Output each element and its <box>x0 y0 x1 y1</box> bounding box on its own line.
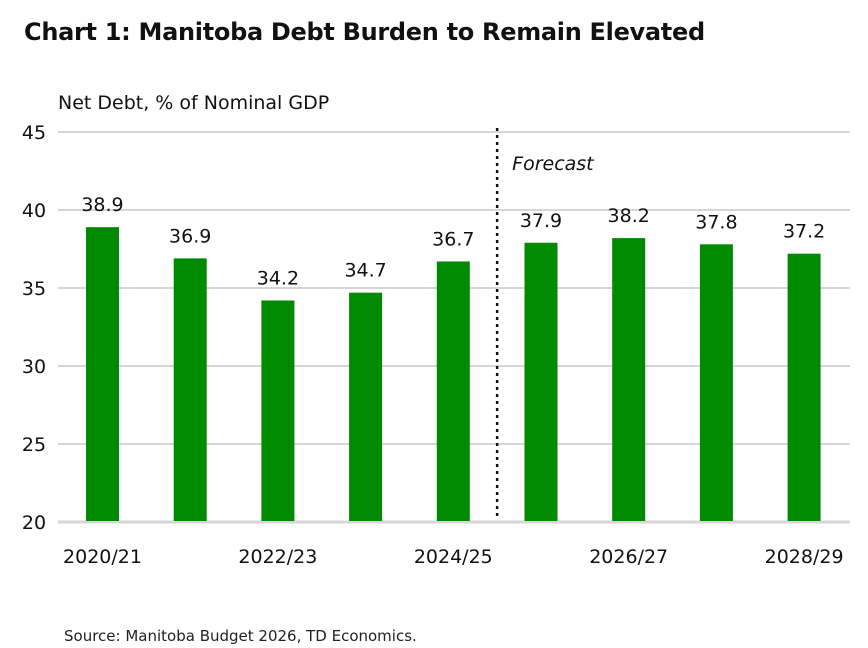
y-tick-label: 45 <box>22 122 46 144</box>
data-label: 36.9 <box>169 225 211 247</box>
data-label: 38.9 <box>81 194 123 216</box>
y-tick-label: 40 <box>22 200 46 222</box>
x-tick-label: 2022/23 <box>238 546 317 568</box>
data-label: 37.8 <box>695 211 737 233</box>
data-label: 37.2 <box>783 221 825 243</box>
y-axis-label: Net Debt, % of Nominal GDP <box>58 92 330 114</box>
bar <box>173 258 207 521</box>
bar <box>612 238 646 521</box>
bar <box>699 244 733 521</box>
bar <box>436 261 470 521</box>
data-label: 34.2 <box>257 267 299 289</box>
data-label: 38.2 <box>608 205 650 227</box>
x-tick-label: 2026/27 <box>589 546 668 568</box>
y-tick-label: 25 <box>22 434 46 456</box>
data-label: 34.7 <box>344 260 386 282</box>
x-tick-label: 2028/29 <box>765 546 844 568</box>
data-label: 36.7 <box>432 228 474 250</box>
bar <box>524 242 558 521</box>
bar <box>86 227 119 521</box>
forecast-annotation: Forecast <box>512 153 595 175</box>
x-tick-label: 2024/25 <box>414 546 493 568</box>
bar <box>787 253 821 521</box>
x-tick-label: 2020/21 <box>63 546 142 568</box>
bar <box>261 300 295 521</box>
data-label: 37.9 <box>520 210 562 232</box>
y-tick-label: 20 <box>22 512 46 534</box>
y-tick-label: 30 <box>22 356 46 378</box>
source-note: Source: Manitoba Budget 2026, TD Economi… <box>64 627 417 645</box>
bar <box>349 292 383 521</box>
y-tick-label: 35 <box>22 278 46 300</box>
chart-title: Chart 1: Manitoba Debt Burden to Remain … <box>24 18 705 46</box>
